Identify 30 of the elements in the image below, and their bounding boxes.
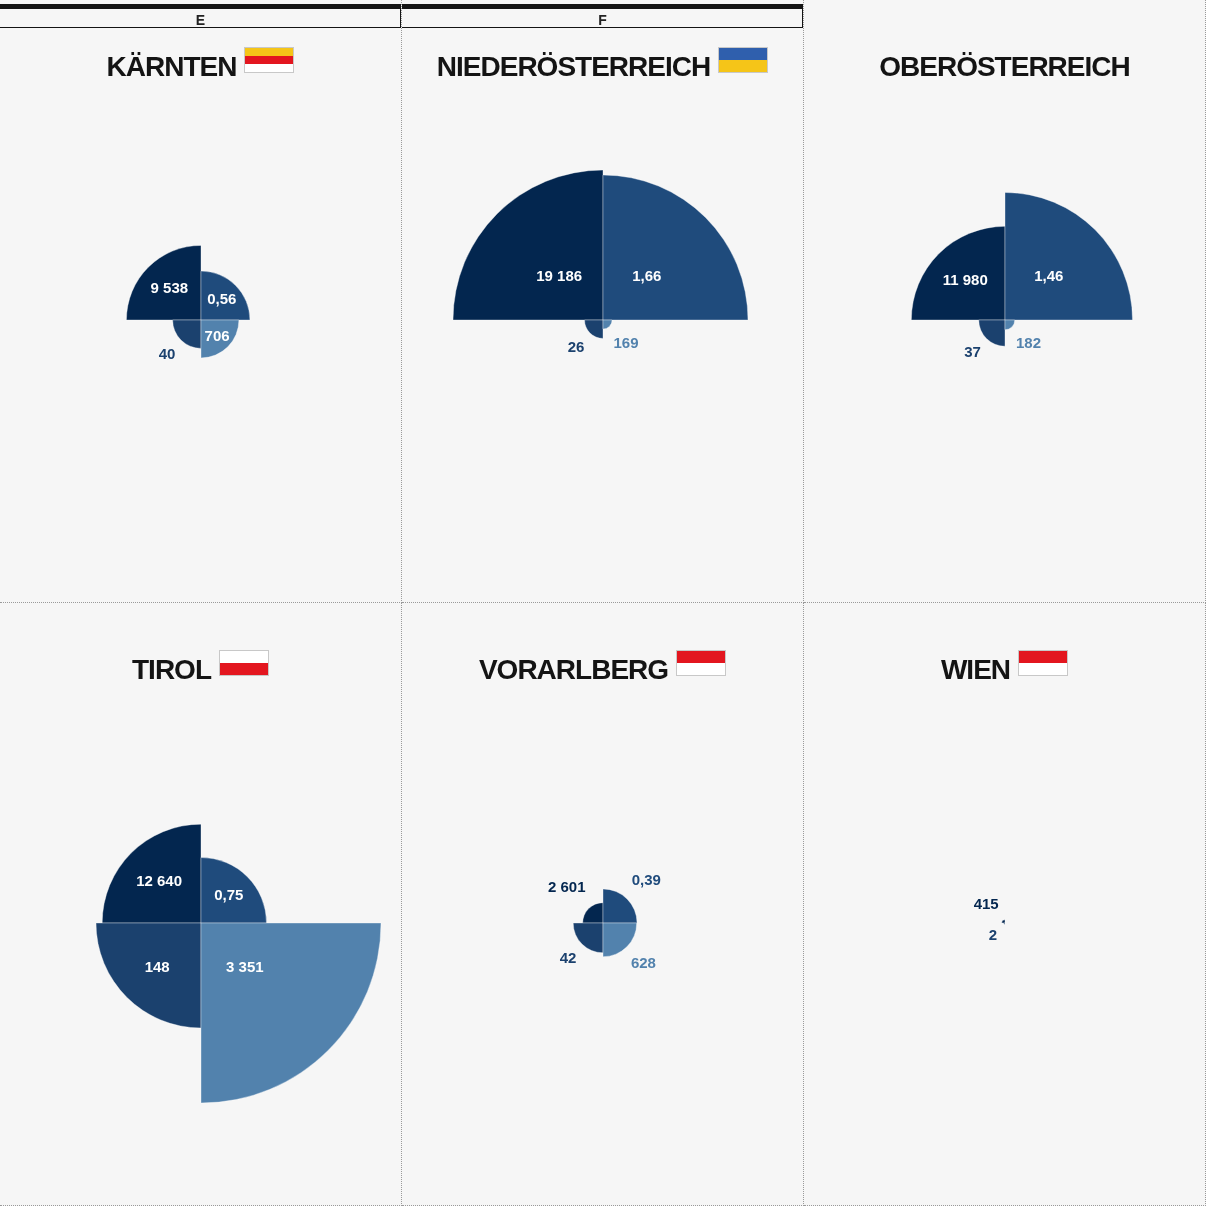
text: E (195, 12, 206, 28)
data-label: 415 (973, 895, 999, 913)
data-label: 11 980 (942, 271, 988, 289)
data-label: 9 538 (150, 279, 188, 297)
text: KÄRNTEN (106, 51, 237, 83)
data-label: 2 (988, 926, 997, 944)
text: NIEDERÖSTERREICH (436, 51, 711, 83)
data-label: 3 351 (225, 957, 264, 975)
data-label: 1,46 (1033, 267, 1063, 285)
data-label: 26 (567, 337, 584, 355)
data-label: 1,66 (631, 267, 661, 285)
data-label: 12 640 (135, 872, 182, 890)
text: WIEN (940, 654, 1011, 686)
data-label: 0,39 (631, 870, 661, 888)
text: F (598, 12, 607, 28)
data-label: 0,56 (206, 290, 236, 308)
data-label: 706 (204, 327, 230, 345)
text: TIROL (132, 654, 211, 686)
data-label: 40 (158, 344, 175, 362)
data-label: 2 601 (547, 877, 585, 895)
data-label: 37 (963, 343, 981, 361)
data-label: 148 (144, 957, 170, 975)
data-label: 0,75 (213, 886, 243, 904)
data-label: 19 186 (535, 267, 582, 285)
data-label: 169 (612, 333, 638, 351)
data-label: 42 (559, 948, 576, 966)
data-label: 182 (1015, 334, 1041, 352)
text: OBERÖSTERREICH (879, 51, 1130, 83)
text: VORARLBERG (478, 654, 669, 686)
data-label: 628 (630, 954, 656, 972)
